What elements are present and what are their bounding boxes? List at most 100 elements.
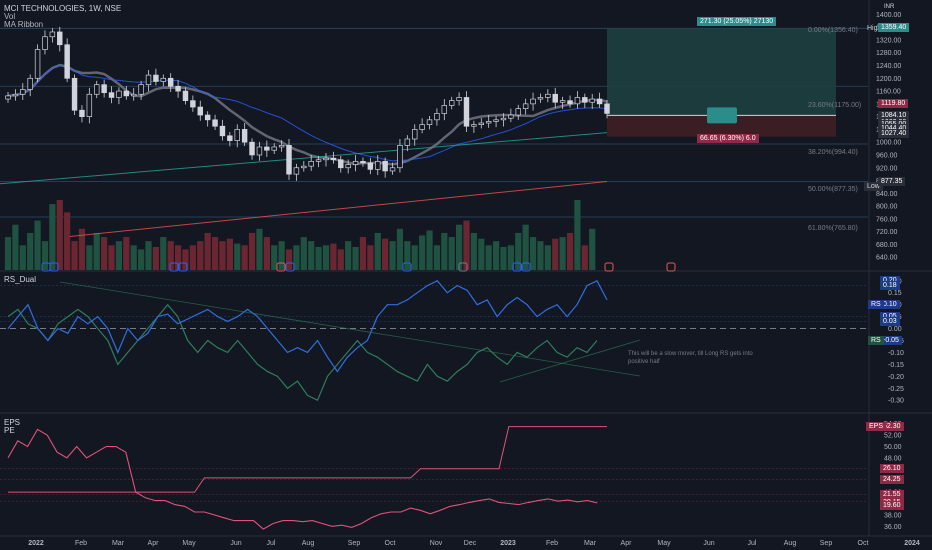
rs-tick: -0.30 [888,398,904,405]
candle-body [130,93,137,97]
volume-bar [367,245,374,270]
volume-bar [108,245,115,270]
candle-body [375,161,381,170]
candle-body [448,100,455,106]
candle-body [552,93,558,103]
high-label: High [867,25,882,32]
rs-tag: 0.10 [880,300,900,310]
rs-tag: -0.05 [880,336,902,345]
candle-body [382,161,388,172]
volume-bar [396,228,404,270]
volume-bar [589,228,596,270]
fib-618-label: 61.80%(765.80) [808,225,858,232]
target-zone [607,28,836,116]
volume-bar [337,249,344,270]
candle-body [404,138,411,146]
candle-body [419,124,425,130]
price-tick: 680.00 [876,242,898,249]
price-tick: 760.00 [876,216,898,223]
volume-bar [204,232,211,270]
time-tick: Mar [112,540,125,547]
time-tick: Apr [148,540,160,547]
candle-body [515,108,521,116]
time-tick: Aug [784,540,797,547]
volume-bar [441,232,448,270]
candle-body [49,31,56,38]
candle-body [20,89,26,95]
candle-body [64,44,70,79]
rs-trendline-down [59,281,641,377]
candle-body [508,114,514,119]
pe-pane-label: PE [4,426,15,435]
volume-bar [515,232,522,270]
rs-tick: -0.15 [888,362,904,369]
candle-body [27,77,33,90]
candle-body [271,146,277,151]
eps-tick: 36.00 [884,524,902,531]
volume-bar [71,241,78,270]
time-tick: Oct [858,540,869,547]
candle-body [256,146,263,156]
candle-body [441,105,448,114]
ma-blue-line [7,64,608,162]
volume-bar [433,245,441,270]
symbol-title: MCI TECHNOLOGIES, 1W, NSE [4,4,122,13]
event-marker [402,262,412,272]
time-tick: 2024 [904,540,920,547]
volume-bar [581,245,588,270]
candle-body [79,109,85,117]
volume-bar [285,249,293,270]
eps-tag: 21.55 [880,490,904,500]
volume-bar [189,245,196,270]
volume-bar [470,232,477,270]
candle-body [5,95,11,100]
volume-bar [34,220,41,270]
candle-body [352,161,359,165]
volume-bar [93,232,100,270]
volume-bar [41,241,49,270]
candle-body [160,77,167,82]
candle-body [212,119,218,127]
volume-bar [322,245,330,270]
volume-bar [566,232,574,270]
ma-green-line [0,132,608,185]
volume-bar [426,230,433,270]
volume-bar [19,245,26,270]
volume-bar [382,238,389,270]
volume-bar [345,241,352,270]
price-tag: 1044.40 [878,123,910,133]
volume-bar [559,237,566,270]
candle-body [478,122,485,125]
volume-bar [500,246,507,270]
time-tick: Nov [430,540,443,547]
volume-bar [271,245,278,270]
price-tick: 1200.00 [876,76,901,83]
candle-body [315,159,322,162]
candle-body [412,129,418,140]
event-marker [666,262,676,272]
volume-bar [226,238,233,270]
time-tick: Sep [820,540,833,547]
volume-bar [529,237,537,270]
eps-tick: 38.00 [884,512,902,519]
time-tick: Jul [748,540,757,547]
candle-body [493,119,499,122]
volume-bar [278,241,285,270]
rs-trendline-up [499,339,641,383]
candle-body [537,97,544,100]
price-tick: 1320.00 [876,37,901,44]
candle-body [456,97,462,102]
candle-body [42,36,48,50]
volume-bar [78,228,86,270]
eps-tag-label: EPS [866,422,887,432]
event-marker [458,262,468,272]
event-marker [285,262,295,272]
candle-body [308,161,314,167]
volume-bar [419,235,426,270]
ma-grey-line [7,63,608,166]
volume-bar [130,245,137,270]
price-tick: 920.00 [876,165,898,172]
candle-body [389,167,396,172]
volume-bar [219,241,226,270]
volume-bar [86,245,93,270]
